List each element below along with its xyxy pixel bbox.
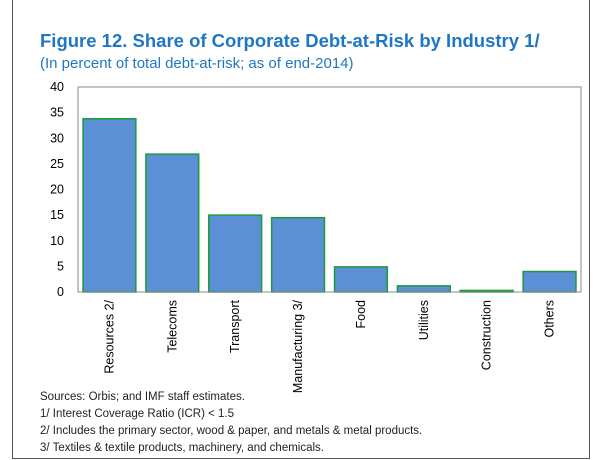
bar — [270, 216, 326, 293]
x-tick-label: Utilities — [417, 300, 431, 340]
bar — [396, 285, 451, 293]
y-tick-label: 25 — [50, 157, 64, 171]
y-tick-label: 15 — [50, 208, 64, 222]
x-tick-label: Food — [354, 300, 368, 329]
chart-notes: Sources: Orbis; and IMF staff estimates.… — [40, 389, 422, 457]
y-tick-label: 0 — [57, 285, 64, 299]
bar — [145, 153, 200, 293]
x-tick-label: Manufacturing 3/ — [291, 299, 305, 393]
y-tick-label: 30 — [50, 131, 64, 145]
x-tick-label: Others — [543, 300, 557, 338]
y-tick-label: 5 — [57, 259, 64, 273]
x-tick-label: Transport — [228, 299, 242, 353]
bar — [82, 118, 137, 293]
note-1: 1/ Interest Coverage Ratio (ICR) < 1.5 — [40, 408, 234, 420]
x-axis: Resources 2/Telecoms Transport Manufacturi… — [102, 299, 556, 393]
bar — [208, 214, 263, 293]
x-tick-label: Construction — [480, 300, 494, 370]
chart-title: Figure 12. Share of Corporate Debt-at-Ri… — [40, 30, 540, 51]
bar — [333, 266, 389, 293]
y-tick-label: 40 — [50, 80, 64, 94]
x-tick-label: Resources 2/ — [102, 299, 116, 373]
y-tick-label: 35 — [50, 106, 64, 120]
chart-subtitle: (In percent of total debt-at-risk; as of… — [40, 55, 354, 72]
y-tick-label: 10 — [50, 234, 64, 248]
figure-frame — [12, 0, 590, 459]
bars — [82, 118, 577, 293]
x-tick-label: Telecoms — [165, 300, 179, 353]
y-tick-label: 20 — [50, 183, 64, 197]
bar — [522, 270, 577, 293]
y-axis: 0 5 10 15 20 25 30 35 40 — [50, 80, 64, 299]
note-3: 3/ Textiles & textile products, machiner… — [40, 442, 325, 454]
note-sources: Sources: Orbis; and IMF staff estimates. — [40, 391, 245, 403]
note-2: 2/ Includes the primary sector, wood & p… — [40, 425, 423, 437]
plot-area — [77, 86, 582, 293]
